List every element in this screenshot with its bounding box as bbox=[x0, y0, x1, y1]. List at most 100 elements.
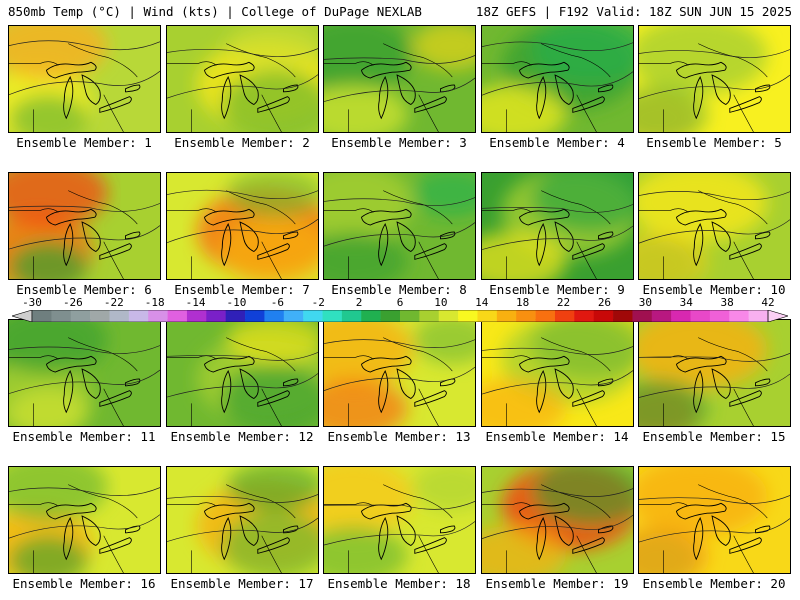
colorbar-tick-label: 6 bbox=[396, 296, 404, 309]
great-lakes-outline bbox=[361, 355, 456, 414]
ensemble-member-label: Ensemble Member: 2 bbox=[174, 135, 310, 150]
great-lakes-outline bbox=[204, 208, 299, 267]
temperature-region bbox=[482, 231, 566, 279]
ensemble-member-map bbox=[166, 25, 319, 133]
temperature-region bbox=[639, 173, 768, 242]
temperature-region bbox=[639, 84, 709, 132]
temperature-region bbox=[324, 320, 413, 389]
temperature-region bbox=[9, 94, 88, 132]
colorbar-tick-label: 34 bbox=[679, 296, 693, 309]
height-contours bbox=[482, 346, 633, 395]
ensemble-member-map bbox=[638, 466, 791, 574]
temperature-region bbox=[324, 378, 408, 426]
colorbar-swatch bbox=[70, 310, 91, 322]
colorbar-tick-label: 22 bbox=[556, 296, 571, 309]
colorbar-tick-label: 42 bbox=[761, 296, 775, 309]
temperature-region bbox=[9, 241, 88, 279]
temperature-region bbox=[531, 320, 633, 379]
great-lakes-outline bbox=[519, 208, 614, 267]
height-contours bbox=[324, 501, 475, 546]
temperature-field bbox=[324, 173, 475, 279]
height-contours bbox=[639, 353, 790, 398]
state-borders bbox=[9, 337, 138, 426]
state-borders bbox=[482, 43, 611, 132]
colorbar-swatch bbox=[245, 310, 265, 322]
colorbar-swatch bbox=[400, 310, 420, 322]
valid-time: 18Z GEFS | F192 Valid: 18Z SUN JUN 15 20… bbox=[475, 4, 792, 19]
ensemble-member-map bbox=[323, 172, 476, 280]
great-lakes-outline bbox=[519, 355, 614, 414]
state-borders bbox=[482, 190, 611, 279]
temperature-region bbox=[324, 84, 408, 132]
temperature-region bbox=[412, 173, 475, 218]
state-borders bbox=[324, 43, 453, 132]
state-borders bbox=[324, 337, 453, 426]
colorbar-swatch bbox=[90, 310, 110, 322]
temperature-field bbox=[167, 173, 318, 279]
colorbar-swatch bbox=[419, 310, 440, 322]
great-lakes-outline bbox=[46, 355, 141, 414]
state-borders bbox=[482, 484, 611, 573]
state-borders bbox=[324, 190, 453, 279]
ensemble-member-map bbox=[323, 466, 476, 574]
temperature-region bbox=[9, 173, 108, 227]
temperature-region bbox=[226, 467, 318, 512]
colorbar-swatch bbox=[51, 310, 72, 322]
colorbar-swatch bbox=[225, 310, 246, 322]
temperature-region bbox=[531, 173, 633, 232]
state-borders bbox=[639, 43, 768, 132]
temperature-field bbox=[482, 467, 633, 573]
ensemble-member-label: Ensemble Member: 5 bbox=[646, 135, 782, 150]
ensemble-member-map bbox=[8, 172, 161, 280]
colorbar-outline bbox=[31, 310, 769, 322]
temperature-field bbox=[167, 26, 318, 132]
temperature-region bbox=[324, 231, 408, 279]
temperature-field bbox=[639, 320, 790, 426]
ensemble-member-map bbox=[8, 25, 161, 133]
colorbar-tick-label: -6 bbox=[270, 296, 284, 309]
ensemble-member-label: Ensemble Member: 4 bbox=[489, 135, 625, 150]
state-borders bbox=[167, 484, 296, 573]
map-title: 850mb Temp (°C) | Wind (kts) | College o… bbox=[8, 4, 422, 19]
ensemble-member-label: Ensemble Member: 17 bbox=[170, 576, 314, 591]
ensemble-member-label: Ensemble Member: 7 bbox=[174, 282, 310, 297]
temperature-region bbox=[9, 388, 88, 426]
temperature-field bbox=[639, 467, 790, 573]
colorbar-tick-label: 26 bbox=[597, 296, 612, 309]
ensemble-member-label: Ensemble Member: 13 bbox=[327, 429, 471, 444]
colorbar-swatch bbox=[516, 310, 536, 322]
colorbar-swatch bbox=[264, 310, 285, 322]
temperature-field bbox=[482, 26, 633, 132]
temperature-region bbox=[324, 467, 413, 536]
state-borders bbox=[167, 190, 296, 279]
colorbar-swatch bbox=[341, 310, 362, 322]
colorbar-swatch bbox=[206, 310, 226, 322]
colorbar-tick-label: -26 bbox=[62, 296, 83, 309]
temperature-region bbox=[324, 173, 413, 242]
state-borders bbox=[482, 337, 611, 426]
colorbar-swatch bbox=[109, 310, 130, 322]
colorbar-tick-label: 2 bbox=[355, 296, 363, 309]
temperature-field bbox=[9, 26, 160, 132]
state-borders bbox=[9, 190, 138, 279]
colorbar-swatch bbox=[632, 310, 653, 322]
temperature-region bbox=[639, 231, 709, 279]
temperature-region bbox=[226, 173, 318, 218]
colorbar-swatch bbox=[283, 310, 304, 322]
state-borders bbox=[639, 337, 768, 426]
height-contours bbox=[482, 204, 633, 250]
colorbar-tick-label: -2 bbox=[311, 296, 325, 309]
state-borders bbox=[639, 484, 768, 573]
temperature-field bbox=[9, 173, 160, 279]
ensemble-member-map bbox=[638, 25, 791, 133]
height-contours bbox=[9, 203, 160, 250]
temperature-region bbox=[482, 525, 566, 573]
ensemble-member-label: Ensemble Member: 8 bbox=[331, 282, 467, 297]
great-lakes-outline bbox=[361, 502, 456, 561]
height-contours bbox=[639, 495, 790, 543]
height-contours bbox=[167, 352, 318, 398]
height-contours bbox=[167, 48, 318, 99]
temperature-region bbox=[412, 26, 475, 71]
ensemble-member-map bbox=[638, 172, 791, 280]
colorbar-swatch bbox=[554, 310, 575, 322]
